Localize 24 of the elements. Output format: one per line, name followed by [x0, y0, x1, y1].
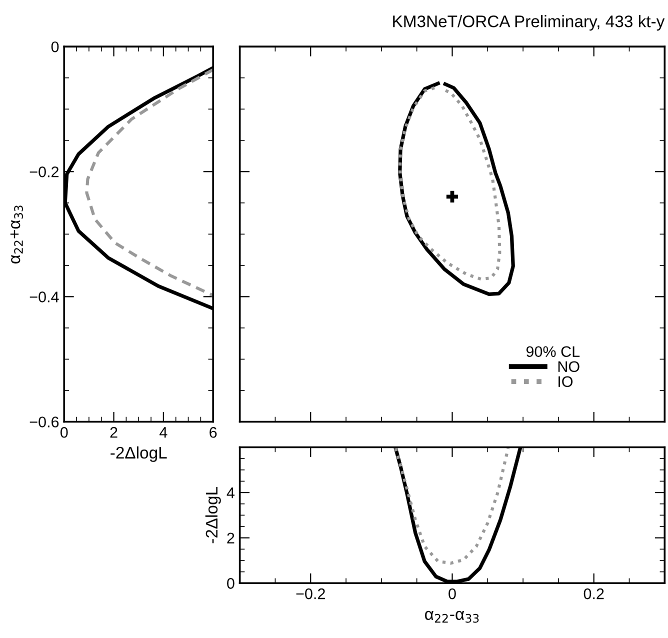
legend-title: 90% CL [526, 346, 580, 358]
x-axis-title: α$_{22}$-α$_{33}$ [425, 610, 479, 623]
y-tick-label: 4 [226, 488, 235, 498]
line-series [85, 68, 214, 297]
y-tick-label: −0.4 [30, 292, 59, 302]
x-tick-label: −0.2 [296, 588, 325, 600]
y-tick-label: 0 [51, 41, 59, 52]
y-axis-title: -2ΔlogL [205, 487, 221, 544]
x-tick-label: 0 [448, 588, 456, 600]
y-axis-title: α$_{22}$+α$_{33}$ [10, 206, 23, 264]
x-tick-label: 6 [210, 426, 217, 438]
y-tick-label: −0.6 [30, 416, 59, 428]
x-tick-label: 4 [160, 427, 168, 438]
x-tick-label: 2 [110, 426, 118, 438]
x-axis-title: -2ΔlogL [110, 446, 167, 462]
x-tick-label: 0.2 [584, 588, 604, 600]
y-tick-label: 0 [227, 578, 234, 589]
line-series [394, 447, 510, 565]
x-tick-label: 0 [60, 426, 68, 438]
legend-label: IO [558, 376, 573, 388]
y-tick-label: −0.2 [30, 166, 58, 178]
chart-title: KM3NeT/ORCA Preliminary, 433 kt-y [393, 15, 665, 31]
legend-label: NO [558, 361, 580, 372]
y-tick-label: 2 [227, 532, 234, 544]
